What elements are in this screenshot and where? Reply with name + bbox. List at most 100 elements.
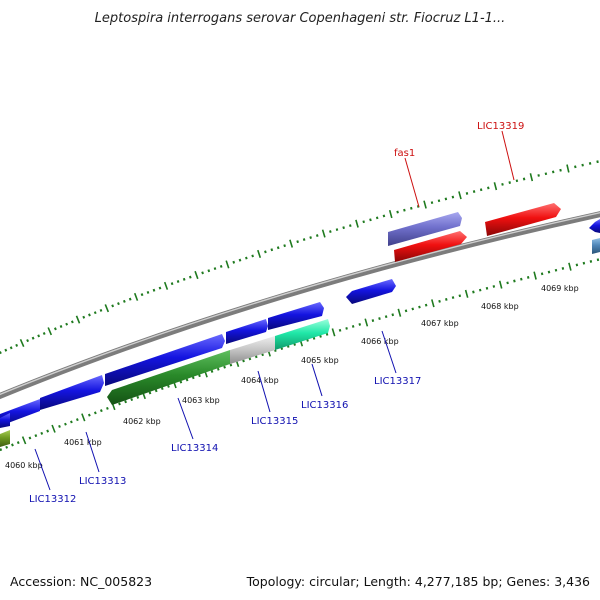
inner-tick [596, 258, 600, 262]
leader-lic13312 [34, 448, 51, 491]
outer-tick [219, 264, 223, 268]
outer-tick [65, 322, 69, 326]
gene-green-lic13314[interactable] [107, 350, 230, 405]
outer-tick [537, 174, 540, 177]
gene-label-lic13319[interactable]: LIC13319 [477, 121, 524, 132]
leader-lic13314 [177, 397, 194, 440]
outer-tick [19, 338, 25, 348]
inner-tick [216, 367, 220, 371]
inner-tick [325, 332, 329, 336]
scale-label-4062: 4062 kbp [123, 417, 161, 426]
outer-tick [472, 190, 476, 193]
inner-tick [118, 402, 121, 406]
gene-blue-3[interactable] [105, 334, 225, 386]
gene-label-lic13313[interactable]: LIC13313 [79, 476, 126, 487]
gene-label-lic13312[interactable]: LIC13312 [29, 494, 76, 505]
outer-tick [213, 267, 217, 271]
gene-label-lic13315[interactable]: LIC13315 [251, 416, 298, 427]
inner-tick [210, 370, 214, 373]
inner-tick [351, 325, 355, 328]
inner-tick [185, 378, 189, 382]
inner-tick [478, 288, 482, 292]
backbone-axis [0, 211, 600, 400]
inner-tick [160, 387, 164, 391]
scale-labels: 4060 kbp 4061 kbp 4062 kbp 4063 kbp 4064… [5, 284, 579, 470]
scale-label-4060: 4060 kbp [5, 461, 43, 470]
outer-tick [544, 172, 548, 176]
gene-blue-4[interactable] [226, 319, 268, 344]
outer-tick [309, 236, 312, 239]
inner-tick [391, 313, 395, 317]
inner-tick [319, 334, 322, 338]
outer-tick [257, 249, 262, 258]
outer-tick [26, 339, 30, 343]
gene-steel-right[interactable] [592, 238, 600, 254]
gene-red-fas1-lower[interactable] [394, 231, 467, 262]
outer-tick [382, 214, 386, 218]
scale-label-4068: 4068 kbp [481, 302, 519, 311]
gene-red-lic13319[interactable] [485, 203, 561, 236]
inner-tick [445, 298, 448, 301]
inner-tick [464, 289, 469, 298]
outer-tick [194, 270, 199, 280]
outer-tick [238, 258, 242, 262]
inner-tick [46, 429, 50, 433]
outer-tick [207, 269, 211, 273]
outer-tick [349, 224, 352, 228]
gene-blue-5[interactable] [268, 302, 324, 330]
inner-tick [198, 374, 201, 378]
inner-tick [21, 436, 27, 445]
inner-tick [223, 365, 226, 369]
backbone-axis-highlight [0, 211, 600, 396]
outer-tick [529, 173, 534, 182]
gene-label-lic13316[interactable]: LIC13316 [301, 400, 348, 411]
gene-label-lic13317[interactable]: LIC13317 [374, 376, 421, 387]
outer-tick [245, 256, 248, 260]
inner-tick [533, 271, 537, 280]
outer-tick [375, 216, 379, 220]
outer-tick [315, 234, 319, 237]
inner-tick [191, 376, 195, 380]
inner-tick [248, 357, 252, 361]
gene-purple-fas1[interactable] [388, 212, 462, 246]
gene-blue-left-reverse[interactable] [0, 413, 10, 428]
outer-tick [410, 206, 413, 210]
outer-tick [559, 168, 562, 172]
outer-tick [581, 163, 584, 167]
outer-tick [251, 254, 254, 258]
outer-tick [170, 282, 174, 286]
outer-tick [515, 179, 519, 183]
inner-tick [371, 319, 375, 322]
outer-tick [59, 325, 63, 328]
outer-tick [133, 292, 139, 301]
outer-tick [362, 220, 365, 224]
outer-tick [15, 343, 19, 347]
gene-gray-lic13315[interactable] [230, 336, 275, 364]
outer-tick [176, 280, 180, 283]
gene-label-fas1[interactable]: fas1 [394, 148, 415, 159]
outer-tick [111, 304, 115, 308]
map-title: Leptospira interrogans serovar Copenhage… [95, 11, 506, 26]
gene-blue-lic13317[interactable] [346, 279, 396, 304]
gene-blue-right[interactable] [589, 219, 600, 233]
inner-tick [331, 328, 336, 337]
inner-tick [424, 303, 428, 307]
outer-tick-track [0, 160, 599, 355]
gene-blue-2[interactable] [40, 375, 104, 410]
outer-tick [158, 286, 162, 290]
leader-lic13317 [381, 330, 397, 374]
gene-olive[interactable] [0, 430, 10, 447]
outer-tick [42, 331, 46, 336]
scale-label-4061: 4061 kbp [64, 438, 102, 447]
gene-label-lic13314[interactable]: LIC13314 [171, 443, 218, 454]
outer-tick [128, 297, 132, 301]
label-leaders [34, 130, 515, 491]
inner-tick [384, 315, 388, 319]
outer-tick [423, 200, 427, 209]
gene-cyan-lic13316[interactable] [275, 319, 330, 350]
inner-tick [106, 406, 109, 410]
inner-tick [93, 411, 97, 415]
inner-tick [51, 424, 56, 433]
inner-tick [64, 422, 67, 426]
